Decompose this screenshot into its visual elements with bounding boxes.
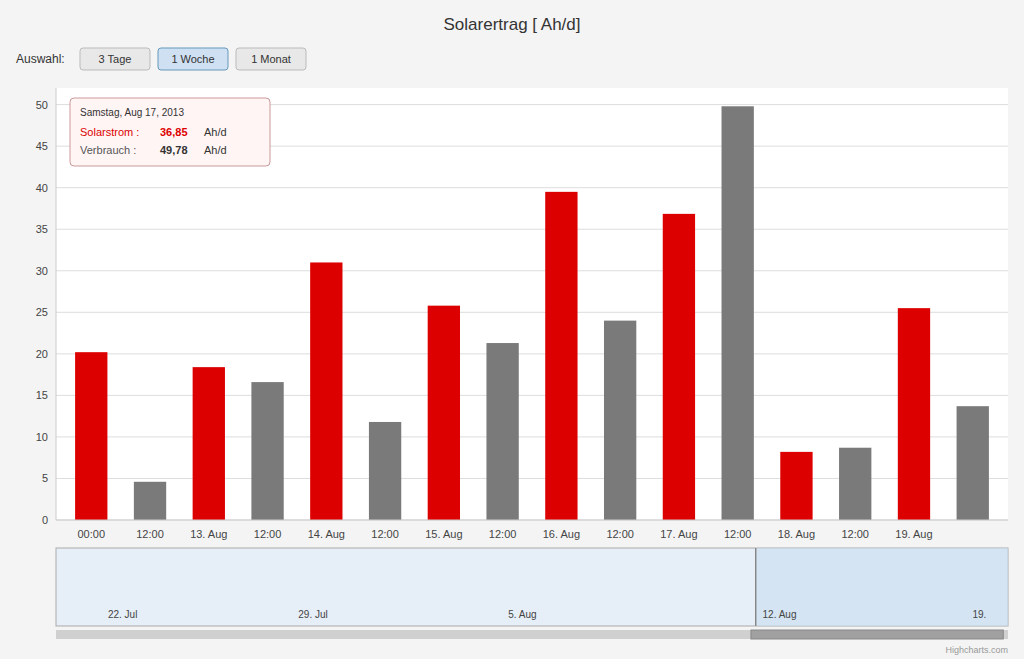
y-tick-label: 25 [36, 306, 48, 318]
x-tick-label: 16. Aug [543, 528, 580, 540]
y-tick-label: 15 [36, 389, 48, 401]
y-tick-label: 10 [36, 431, 48, 443]
bar [545, 192, 577, 520]
chart: Solarertrag [ Ah/d] Auswahl: 3 Tage 1 Woche… [0, 0, 1024, 659]
x-tick-label: 12:00 [606, 528, 634, 540]
y-tick-label: 30 [36, 265, 48, 277]
tooltip-label: Solarstrom : [80, 126, 139, 138]
range-button-label[interactable]: 1 Monat [251, 53, 291, 65]
x-tick-label: 18. Aug [778, 528, 815, 540]
x-axis-line [56, 520, 1008, 521]
bar [428, 306, 460, 520]
range-button[interactable]: 1 Woche [158, 48, 228, 70]
x-tick-label: 12:00 [489, 528, 517, 540]
grid-line [56, 520, 1008, 521]
tooltip-title: Samstag, Aug 17, 2013 [80, 107, 184, 118]
navigator[interactable]: 22. Jul 29. Jul 5. Aug 12. Aug 19. [56, 548, 1008, 626]
y-tick-label: 40 [36, 182, 48, 194]
navigator-label: 5. Aug [508, 609, 536, 620]
navigator-label: 12. Aug [763, 609, 797, 620]
tooltip-value: 49,78 [160, 144, 188, 156]
range-button-box[interactable] [236, 48, 306, 70]
scrollbar-thumb[interactable] [751, 630, 1003, 639]
bar [780, 452, 812, 520]
y-tick-label: 50 [36, 99, 48, 111]
title: Solarertrag [ Ah/d] [443, 15, 580, 34]
navigator-label: 22. Jul [108, 609, 137, 620]
navigator-box[interactable] [56, 548, 1008, 626]
background [0, 0, 1024, 659]
bar [898, 308, 930, 520]
x-tick-label: 13. Aug [190, 528, 227, 540]
range-button-label[interactable]: 3 Tage [99, 53, 132, 65]
y-tick-label: 45 [36, 140, 48, 152]
x-tick-label: 12:00 [254, 528, 282, 540]
navigator-label: 19. [972, 609, 986, 620]
x-tick-label: 17. Aug [660, 528, 697, 540]
tooltip-unit: Ah/d [204, 144, 227, 156]
range-button-box[interactable] [158, 48, 228, 70]
bars [75, 106, 989, 520]
bar [310, 262, 342, 520]
x-tick-label: 12:00 [724, 528, 752, 540]
x-tick-label: 12:00 [371, 528, 399, 540]
range-button-label[interactable]: 1 Woche [171, 53, 214, 65]
bar [486, 343, 518, 520]
bar [722, 106, 754, 520]
tooltip-box [70, 98, 270, 166]
x-tick-label: 15. Aug [425, 528, 462, 540]
bar [957, 406, 989, 520]
plot-background [56, 88, 1008, 520]
y-axis-line [56, 88, 57, 520]
range-button[interactable]: 3 Tage [80, 48, 150, 70]
y-tick-label: 20 [36, 348, 48, 360]
navigator-label: 29. Jul [298, 609, 327, 620]
y-tick-label: 0 [42, 514, 48, 526]
credits: Highcharts.com [945, 645, 1008, 655]
tooltip-value: 36,85 [160, 126, 188, 138]
x-tick-label: 12:00 [841, 528, 869, 540]
bar [134, 482, 166, 520]
range-button[interactable]: 1 Monat [236, 48, 306, 70]
x-tick-label: 19. Aug [895, 528, 932, 540]
range-button-box[interactable] [80, 48, 150, 70]
y-tick-label: 35 [36, 223, 48, 235]
bar [839, 448, 871, 520]
scrollbar[interactable] [56, 630, 1008, 639]
bar [75, 352, 107, 520]
grid-line [56, 270, 1008, 271]
grid-line [56, 229, 1008, 230]
tooltip-label: Verbrauch : [80, 144, 136, 156]
bar [193, 367, 225, 520]
tooltip: Samstag, Aug 17, 2013 Solarstrom : 36,85 Ah… [70, 98, 270, 166]
x-tick-label: 12:00 [136, 528, 164, 540]
bar [369, 422, 401, 520]
y-tick-label: 5 [42, 472, 48, 484]
grid-line [56, 353, 1008, 354]
x-tick-label: 14. Aug [308, 528, 345, 540]
bar [604, 321, 636, 520]
bar [251, 382, 283, 520]
bar [663, 214, 695, 520]
grid-line [56, 187, 1008, 188]
selector-label: Auswahl: [16, 52, 65, 66]
navigator-selection[interactable] [756, 548, 1008, 626]
x-tick-label: 00:00 [77, 528, 105, 540]
tooltip-unit: Ah/d [204, 126, 227, 138]
grid-line [56, 312, 1008, 313]
navigator-handle[interactable] [755, 548, 757, 626]
